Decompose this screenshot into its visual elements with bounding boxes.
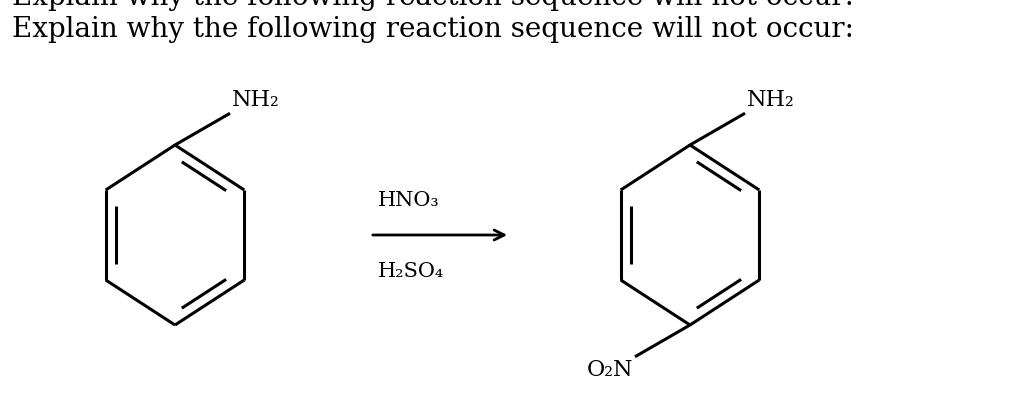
Text: Explain why the following reaction sequence will not occur:: Explain why the following reaction seque… xyxy=(12,16,855,43)
Text: NH₂: NH₂ xyxy=(232,89,280,111)
Text: NH₂: NH₂ xyxy=(747,89,795,111)
Text: H₂SO₄: H₂SO₄ xyxy=(378,262,444,281)
Text: O₂N: O₂N xyxy=(586,359,633,381)
Text: HNO₃: HNO₃ xyxy=(378,191,439,210)
Text: Explain why the following reaction sequence will not occur:: Explain why the following reaction seque… xyxy=(12,0,855,11)
